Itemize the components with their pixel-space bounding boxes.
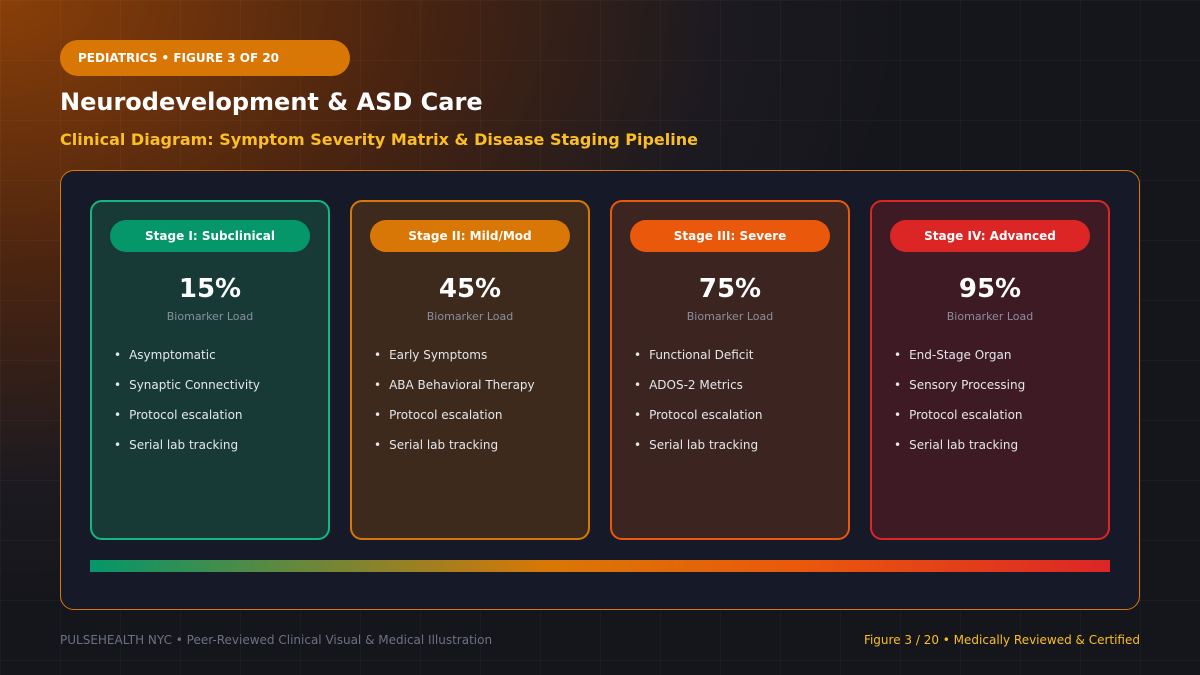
tag: PEDIATRICS • FIGURE 3 OF 20 bbox=[60, 40, 350, 76]
stage-item: ABA Behavioral Therapy bbox=[374, 378, 535, 392]
footer-left: PULSEHEALTH NYC • Peer-Reviewed Clinical… bbox=[60, 633, 493, 647]
stage-label: Stage IV: Advanced bbox=[890, 220, 1090, 252]
stage-label: Stage I: Subclinical bbox=[110, 220, 310, 252]
stage-item: Protocol escalation bbox=[634, 408, 762, 422]
stage-item: Protocol escalation bbox=[114, 408, 242, 422]
stage-item: End-Stage Organ bbox=[894, 348, 1011, 362]
stage-caption: Biomarker Load bbox=[426, 310, 514, 323]
severity-gradient bbox=[90, 560, 1110, 572]
stage-item: Serial lab tracking bbox=[374, 438, 498, 452]
stage-value: 75% bbox=[698, 274, 762, 304]
stage-item: Serial lab tracking bbox=[894, 438, 1018, 452]
stage-caption: Biomarker Load bbox=[946, 310, 1034, 323]
stage-label: Stage III: Severe bbox=[630, 220, 830, 252]
stage-item: Early Symptoms bbox=[374, 348, 487, 362]
stage-caption: Biomarker Load bbox=[166, 310, 254, 323]
subtitle: Clinical Diagram: Symptom Severity Matri… bbox=[60, 130, 698, 149]
stage-item: Serial lab tracking bbox=[634, 438, 758, 452]
stage-value: 15% bbox=[178, 274, 242, 304]
stage-caption: Biomarker Load bbox=[686, 310, 774, 323]
stage-item: Sensory Processing bbox=[894, 378, 1025, 392]
stage-item: Functional Deficit bbox=[634, 348, 753, 362]
stage-value: 45% bbox=[438, 274, 502, 304]
stage-card: Stage IV: Advanced 95% Biomarker Load End-S… bbox=[870, 200, 1110, 540]
stage-item: Serial lab tracking bbox=[114, 438, 238, 452]
stage-item: Protocol escalation bbox=[894, 408, 1022, 422]
title: Neurodevelopment & ASD Care bbox=[60, 88, 483, 116]
stage-item: Asymptomatic bbox=[114, 348, 216, 362]
footer-right: Figure 3 / 20 • Medically Reviewed & Cer… bbox=[863, 633, 1140, 647]
stage-item: ADOS-2 Metrics bbox=[634, 378, 743, 392]
stage-label: Stage II: Mild/Mod bbox=[370, 220, 570, 252]
stage-item: Protocol escalation bbox=[374, 408, 502, 422]
stage-card: Stage I: Subclinical 15% Biomarker Load Asy… bbox=[90, 200, 330, 540]
stage-card: Stage II: Mild/Mod 45% Biomarker Load Early… bbox=[350, 200, 590, 540]
stage-value: 95% bbox=[958, 274, 1022, 304]
stage-item: Synaptic Connectivity bbox=[114, 378, 260, 392]
stage-card: Stage III: Severe 75% Biomarker Load Functi… bbox=[610, 200, 850, 540]
